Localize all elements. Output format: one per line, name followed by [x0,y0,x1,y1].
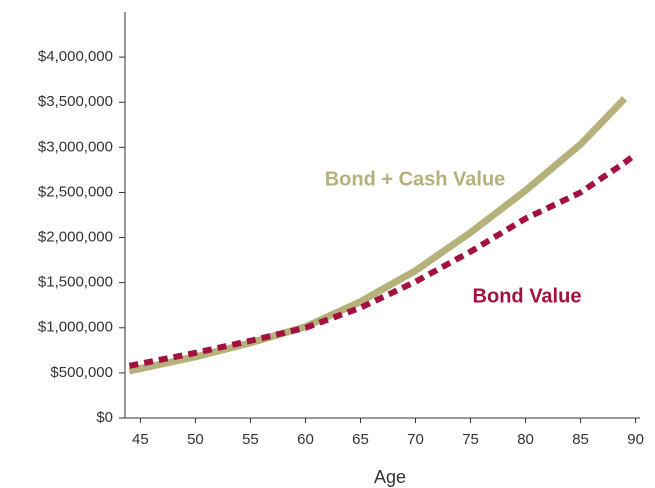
y-tick-label: $0 [96,409,113,426]
y-tick-label: $2,000,000 [38,229,113,246]
series-label: Bond + Cash Value [325,168,506,190]
x-axis-label: Age [374,467,406,487]
y-tick-label: $1,000,000 [38,319,113,336]
line-series [128,96,628,375]
x-tick-label: 60 [297,431,314,448]
x-tick-label: 85 [572,431,589,448]
y-tick-label: $3,000,000 [38,138,113,155]
y-tick-label: $1,500,000 [38,274,113,291]
x-tick-label: 55 [242,431,259,448]
x-tick-label: 70 [407,431,424,448]
y-tick-label: $2,500,000 [38,183,113,200]
x-tick-label: 65 [352,431,369,448]
y-tick-label: $4,000,000 [38,48,113,65]
y-tick-label: $3,500,000 [38,93,113,110]
x-tick-label: 50 [187,431,204,448]
y-tick-label: $500,000 [50,364,113,381]
x-tick-label: 45 [132,431,149,448]
x-tick-label: 80 [517,431,534,448]
x-tick-label: 75 [462,431,479,448]
x-tick-label: 90 [627,431,644,448]
series-label: Bond Value [473,285,582,307]
